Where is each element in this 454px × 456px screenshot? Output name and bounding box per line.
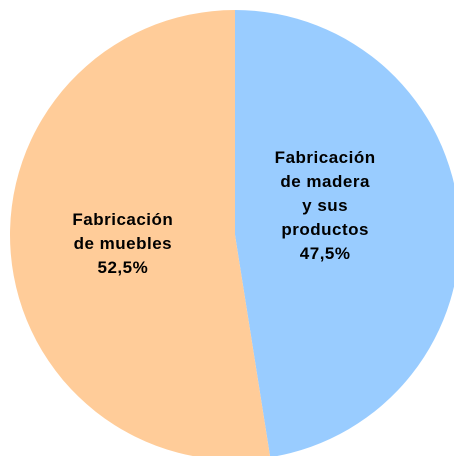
slice-label: Fabricación de madera y sus productos 47,… (275, 146, 376, 266)
pie-slice (10, 10, 271, 456)
value-label: 52,5% (97, 257, 149, 277)
value-label: 47,5% (299, 244, 351, 264)
slice-label: Fabricación de muebles 52,5% (72, 208, 173, 280)
category-label: Fabricación de madera y sus productos (274, 148, 376, 240)
pie-slice (235, 10, 454, 456)
category-label: Fabricación de muebles (72, 209, 174, 253)
